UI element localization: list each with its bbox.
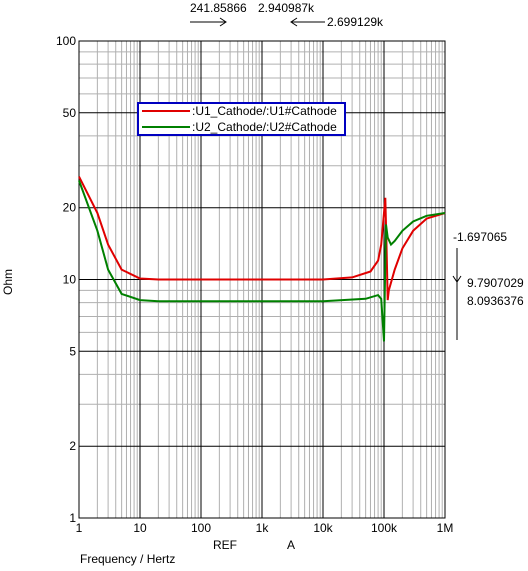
legend: :U1_Cathode/:U1#Cathode :U2_Cathode/:U2#C… bbox=[137, 102, 346, 136]
annotation: -1.697065 bbox=[453, 230, 507, 244]
x-tick-label: 1 bbox=[76, 521, 83, 535]
x-tick-label: 10 bbox=[133, 521, 147, 535]
annotation: 241.85866 bbox=[190, 1, 247, 15]
annotation: 2.699129k bbox=[327, 15, 384, 29]
y-tick-label: 20 bbox=[63, 201, 77, 215]
annotation: 2.940987k bbox=[258, 1, 315, 15]
x-tick-label: 100 bbox=[191, 521, 211, 535]
plot-frame bbox=[78, 40, 446, 519]
legend-label: :U2_Cathode/:U2#Cathode bbox=[192, 120, 337, 134]
y-tick-label: 1 bbox=[69, 511, 76, 525]
y-tick-label: 5 bbox=[69, 344, 76, 358]
annotation: REF bbox=[213, 538, 237, 552]
y-tick-label: 2 bbox=[69, 439, 76, 453]
legend-box bbox=[137, 102, 346, 136]
y-axis-label: Ohm bbox=[1, 269, 15, 295]
annotation: A bbox=[287, 538, 295, 552]
series-line bbox=[78, 176, 446, 301]
series-line bbox=[78, 180, 446, 342]
x-tick-label: 100k bbox=[371, 521, 398, 535]
annotation: 8.0936376 bbox=[467, 294, 524, 308]
legend-label: :U1_Cathode/:U1#Cathode bbox=[192, 104, 337, 118]
arrows bbox=[190, 17, 462, 340]
x-tick-label: 1M bbox=[437, 521, 454, 535]
x-tick-label: 1k bbox=[256, 521, 270, 535]
x-axis-label: Frequency / Hertz bbox=[80, 552, 175, 566]
y-tick-label: 100 bbox=[56, 34, 76, 48]
y-tick-label: 10 bbox=[63, 273, 77, 287]
annotation: 9.7907029 bbox=[467, 276, 524, 290]
x-tick-label: 10k bbox=[313, 521, 333, 535]
y-tick-label: 50 bbox=[63, 106, 77, 120]
